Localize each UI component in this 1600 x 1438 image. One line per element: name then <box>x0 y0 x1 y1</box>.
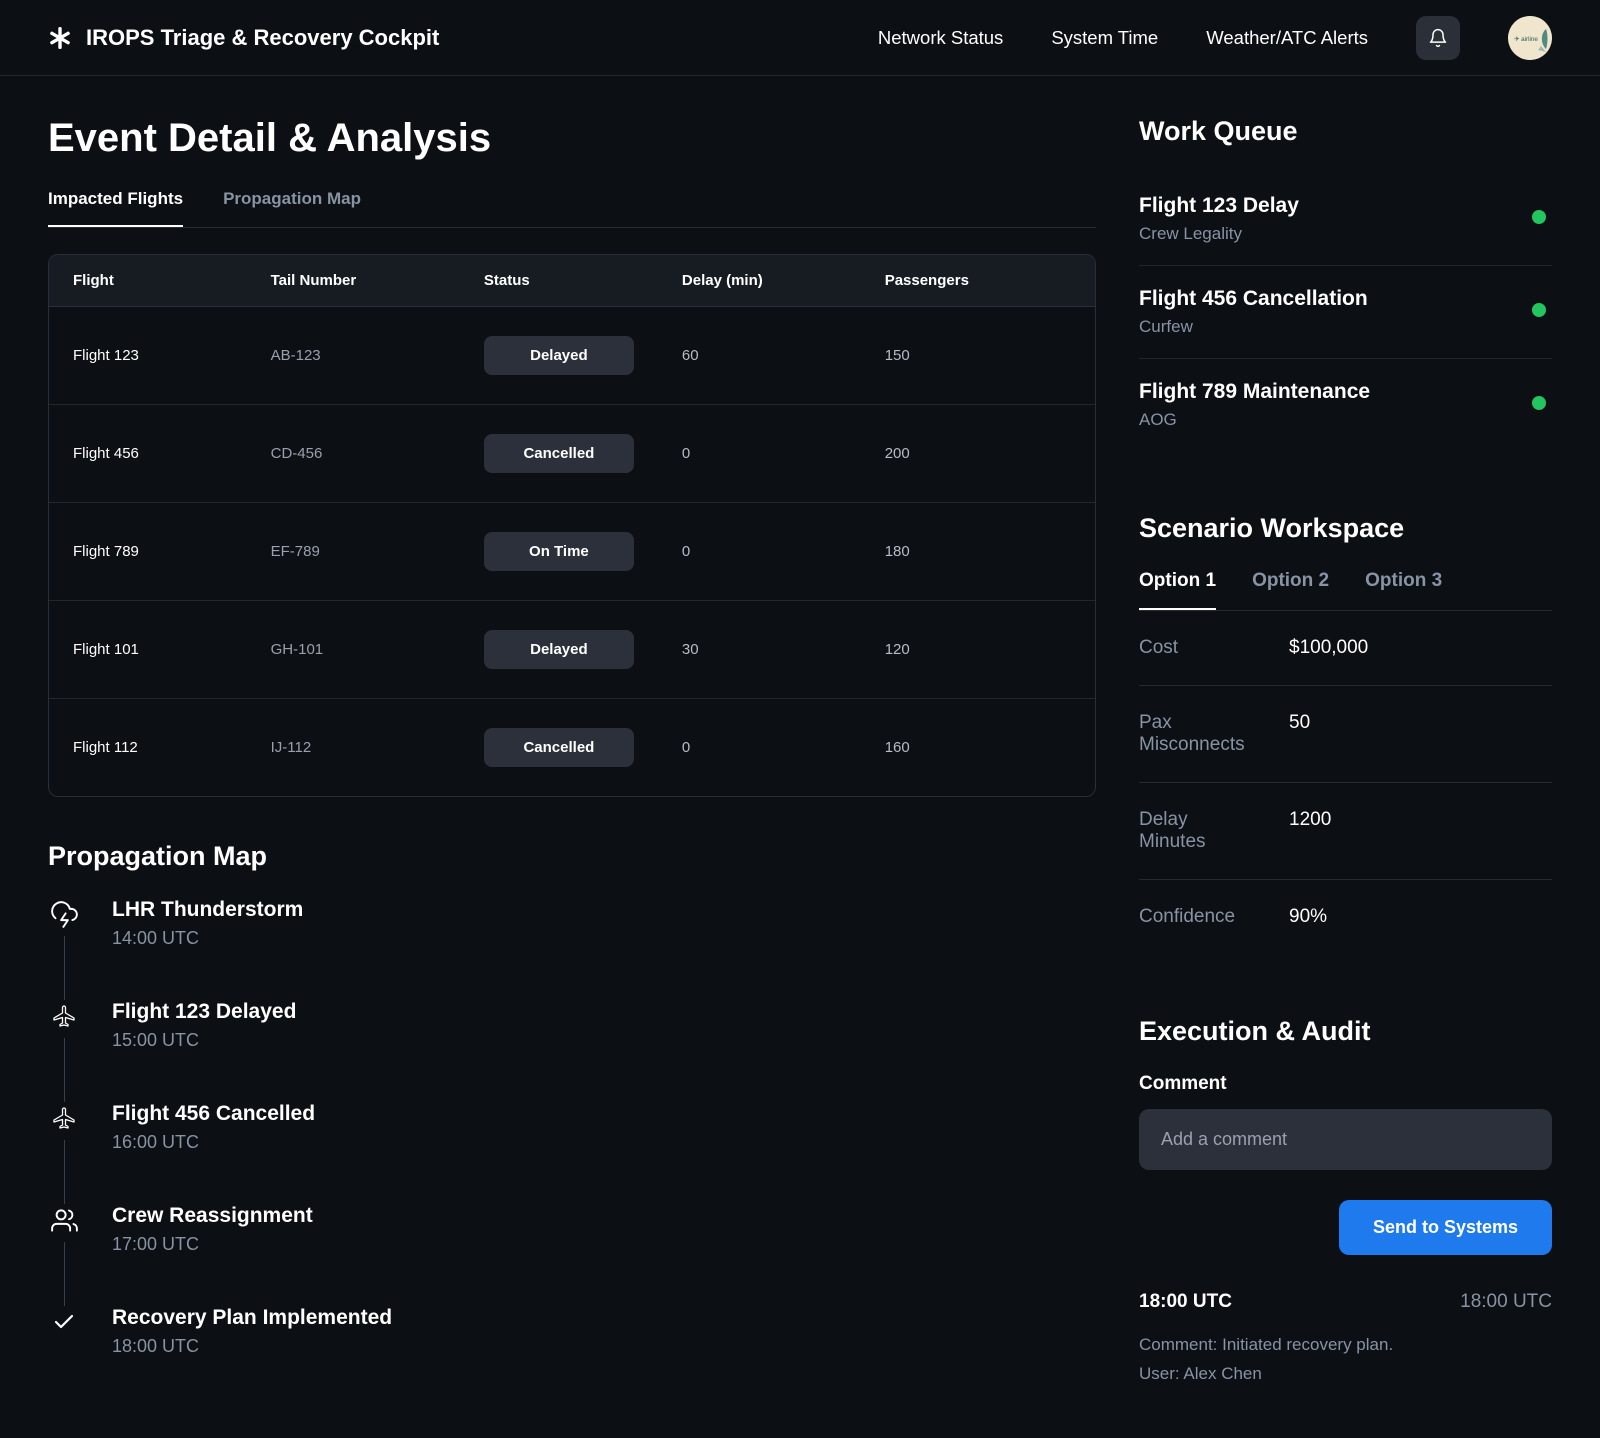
svg-text:✈ airline: ✈ airline <box>1514 36 1538 43</box>
